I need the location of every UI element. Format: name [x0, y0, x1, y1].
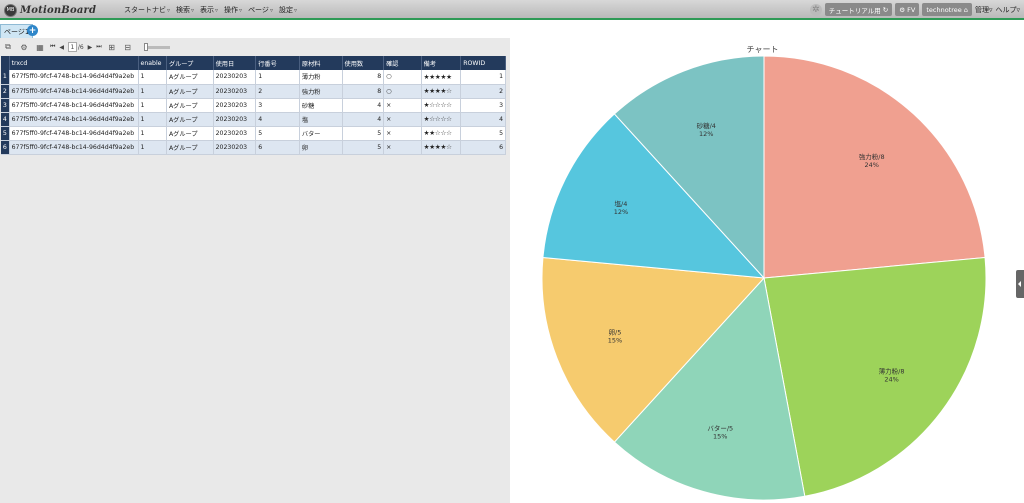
pager: ⏮ ◀ 1 /6 ▶ ⏭: [50, 42, 102, 52]
menu-search[interactable]: 検索▿: [176, 6, 195, 14]
col-header-line[interactable]: 行番号: [255, 56, 300, 70]
menu-start-navi[interactable]: スタートナビ▿: [124, 6, 171, 14]
slice-percent: 15%: [608, 337, 622, 345]
table-row[interactable]: 2 677f5ff0-9fcf-4748-bc14-96d4d4f9a2eb 1…: [1, 84, 506, 99]
chevron-down-icon: ▿: [167, 7, 171, 14]
top-bar: MB MotionBoard スタートナビ▿ 検索▿ 表示▿ 操作▿ ページ▿ …: [0, 0, 1024, 20]
main-menu: スタートナビ▿ 検索▿ 表示▿ 操作▿ ページ▿ 設定▿: [124, 5, 297, 15]
table-row[interactable]: 5 677f5ff0-9fcf-4748-bc14-96d4d4f9a2eb 1…: [1, 126, 506, 141]
slider-knob[interactable]: [143, 42, 148, 51]
pie-slice[interactable]: [613, 276, 806, 501]
logo-text: MotionBoard: [20, 4, 97, 16]
table-header-row: trxcd enable グループ 使用日 行番号 原材料 使用数 確認 備考 …: [1, 56, 506, 70]
table-row[interactable]: 6 677f5ff0-9fcf-4748-bc14-96d4d4f9a2eb 1…: [1, 140, 506, 155]
col-header-material[interactable]: 原材料: [299, 56, 343, 70]
table-row[interactable]: 3 677f5ff0-9fcf-4748-bc14-96d4d4f9a2eb 1…: [1, 98, 506, 113]
col-header-trxcd[interactable]: trxcd: [9, 56, 139, 70]
tutorial-button[interactable]: チュートリアル用 ↻: [824, 3, 893, 16]
fv-icon: ⚙: [899, 5, 906, 14]
add-row-icon[interactable]: ⊞: [108, 42, 115, 52]
refresh-icon: ↻: [882, 5, 889, 14]
chevron-down-icon: ▿: [293, 7, 297, 14]
page-tab-strip: ページ1 +: [0, 22, 1024, 38]
help-menu[interactable]: ヘルプ▿: [995, 5, 1020, 14]
menu-view[interactable]: 表示▿: [200, 6, 219, 14]
fv-button[interactable]: ⚙ FV: [895, 3, 920, 16]
admin-menu[interactable]: 管理▿: [974, 5, 993, 14]
col-header-rowid[interactable]: ROWID: [460, 56, 506, 70]
user-button[interactable]: technotree ⌂: [922, 3, 972, 16]
col-header-check[interactable]: 確認: [383, 56, 422, 70]
slice-label: 砂糖/4: [697, 121, 716, 130]
chevron-down-icon: ▿: [269, 7, 273, 14]
pie-slice[interactable]: [613, 55, 765, 280]
table-toolbar: ⧉ ⚙ ▦ ⏮ ◀ 1 /6 ▶ ⏭ ⊞ ⊟: [2, 40, 170, 54]
col-header-date[interactable]: 使用日: [213, 56, 257, 70]
slice-percent: 15%: [713, 433, 727, 441]
home-icon: ⌂: [963, 5, 968, 14]
pie-slice[interactable]: [763, 256, 987, 497]
slice-label: バター/5: [707, 424, 733, 433]
table-row[interactable]: 4 677f5ff0-9fcf-4748-bc14-96d4d4f9a2eb 1…: [1, 112, 506, 127]
table-row[interactable]: 1 677f5ff0-9fcf-4748-bc14-96d4d4f9a2eb 1…: [1, 70, 506, 85]
slice-percent: 24%: [884, 375, 898, 383]
chevron-down-icon: ▿: [1016, 5, 1020, 14]
export-icon[interactable]: ⧉: [5, 42, 11, 51]
first-page-icon[interactable]: ⏮: [50, 43, 56, 50]
slice-percent: 12%: [614, 208, 628, 216]
chevron-down-icon: ▿: [988, 5, 993, 14]
menu-settings[interactable]: 設定▿: [278, 6, 297, 14]
zoom-slider[interactable]: [143, 42, 170, 51]
top-right-tools: ✲ チュートリアル用 ↻ ⚙ FV technotree ⌂ 管理▿ ヘルプ▿: [809, 3, 1020, 16]
page-total: /6: [77, 43, 84, 51]
add-page-button[interactable]: +: [27, 25, 38, 36]
logo-badge: MB: [4, 3, 17, 17]
panel-collapse-handle[interactable]: [1016, 270, 1024, 298]
pie-slice[interactable]: [541, 256, 766, 443]
chevron-down-icon: ▿: [191, 7, 195, 14]
page-number-input[interactable]: 1: [67, 42, 77, 52]
slice-percent: 12%: [699, 130, 713, 138]
next-page-icon[interactable]: ▶: [87, 43, 93, 51]
chevron-down-icon: ▿: [215, 7, 219, 14]
slice-percent: 24%: [864, 161, 878, 169]
chart-panel: チャート 強力粉/8 24% 薄力粉/8 24% バター/5 15% 卵/5 15% 塩/4 12…: [510, 38, 1024, 503]
col-header-rownum: [1, 56, 10, 70]
menu-operation[interactable]: 操作▿: [224, 6, 243, 14]
last-page-icon[interactable]: ⏭: [96, 43, 102, 50]
col-header-note[interactable]: 備考: [421, 56, 462, 70]
chart-title: チャート: [746, 45, 779, 54]
app-logo[interactable]: MB MotionBoard: [4, 3, 96, 17]
slice-label: 強力粉/8: [859, 152, 885, 161]
palette-icon[interactable]: ✲: [809, 3, 822, 16]
gear-icon[interactable]: ⚙: [20, 42, 28, 52]
slice-label: 卵/5: [609, 328, 622, 337]
slice-label: 薄力粉/8: [879, 366, 905, 375]
table-panel: ⧉ ⚙ ▦ ⏮ ◀ 1 /6 ▶ ⏭ ⊞ ⊟ trxcd enable グループ…: [0, 38, 510, 503]
col-header-enable[interactable]: enable: [138, 56, 167, 70]
grid-icon[interactable]: ▦: [36, 42, 44, 52]
col-header-group[interactable]: グループ: [166, 56, 214, 70]
pie-chart: 強力粉/824%薄力粉/824%バター/515%卵/515%塩/412%砂糖/4…: [541, 55, 987, 501]
col-header-qty[interactable]: 使用数: [342, 56, 385, 70]
chevron-down-icon: ▿: [239, 7, 243, 14]
edit-row-icon[interactable]: ⊟: [124, 42, 131, 52]
prev-page-icon[interactable]: ◀: [59, 43, 64, 51]
menu-page[interactable]: ページ▿: [248, 6, 273, 14]
detail-table: trxcd enable グループ 使用日 行番号 原材料 使用数 確認 備考 …: [1, 56, 506, 155]
slice-label: 塩/4: [615, 199, 628, 208]
pie-slice[interactable]: [542, 113, 766, 279]
pie-slice[interactable]: [763, 55, 986, 279]
